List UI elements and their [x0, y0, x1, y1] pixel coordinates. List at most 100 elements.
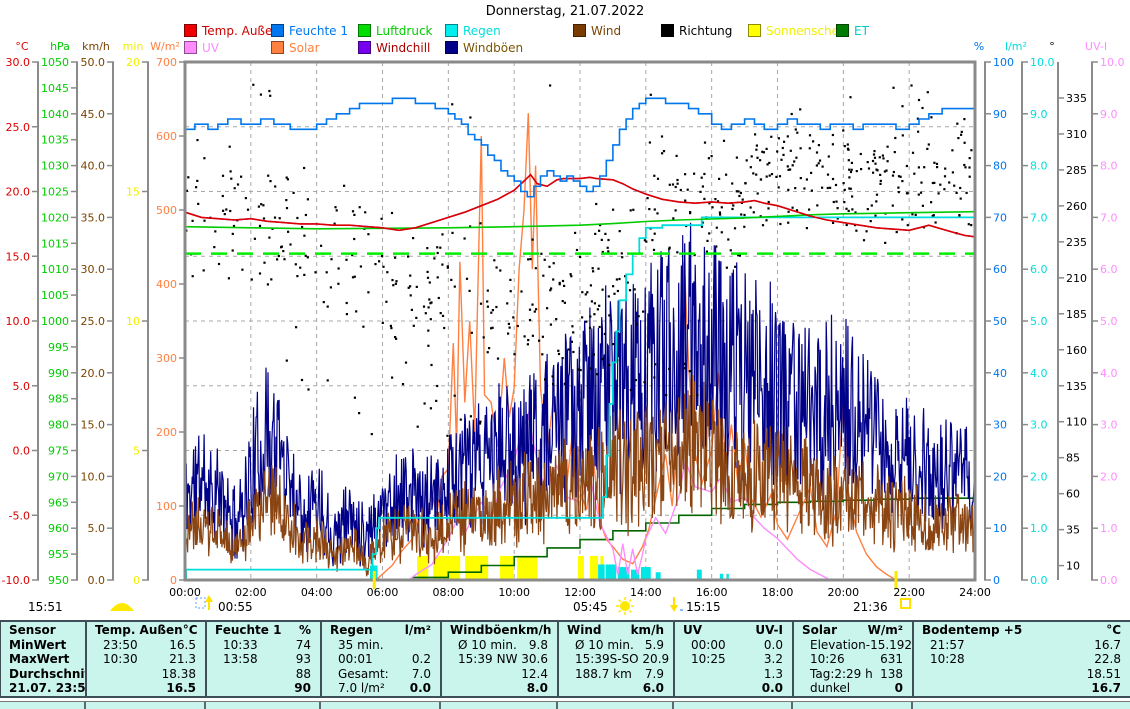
cell-value: 3.2	[763, 652, 783, 667]
column-unit: l/m²	[404, 623, 431, 637]
cell-value: 1.3	[763, 666, 783, 681]
x-tick-label: 06:00	[367, 586, 399, 599]
svg-text:5.0: 5.0	[13, 380, 31, 393]
x-tick-label: 14:00	[630, 586, 662, 599]
svg-text:1025: 1025	[41, 186, 69, 199]
svg-text:50.0: 50.0	[81, 56, 106, 69]
cell-time: 35 min.	[338, 637, 384, 652]
legend-item-solar: Solar	[271, 41, 320, 55]
svg-text:2.0: 2.0	[1030, 470, 1048, 483]
legend-item-feuchte-1: Feuchte 1	[271, 24, 348, 38]
x-tick-label: 18:00	[762, 586, 794, 599]
svg-text:235: 235	[1066, 236, 1087, 249]
cell-value: S-SO 20.9	[609, 652, 670, 667]
cell-value: 21.3	[169, 652, 196, 667]
legend-swatch-icon	[358, 24, 371, 37]
cell-time: Gesamt:	[338, 666, 389, 681]
cell-time: dunkel	[810, 681, 851, 696]
table-col-regen: Regen l/m² 35 min. 00:01 0.2 Gesamt: 7.0 7.0 l/…	[320, 622, 440, 696]
svg-text:6.0: 6.0	[1030, 263, 1048, 276]
cell-value: 18.38	[161, 666, 196, 681]
axis-temp: °C 30.0 25.0 20.0 15.0 10.0 5.0 0.0 -5.0 -10.0	[2, 40, 39, 587]
svg-text:285: 285	[1066, 164, 1087, 177]
axis-unit-press: hPa	[50, 40, 70, 53]
cell-value: 138	[880, 666, 903, 681]
axis-unit-rain: l/m²	[1005, 40, 1027, 53]
svg-text:0: 0	[170, 574, 177, 587]
cell-value: 16.5	[166, 681, 196, 696]
legend-label: Richtung	[679, 23, 733, 38]
cell-value: 88	[295, 666, 311, 681]
legend-label: Sonnenschein	[766, 23, 850, 38]
svg-text:0.0: 0.0	[13, 445, 31, 458]
svg-text:980: 980	[48, 419, 69, 432]
svg-text:45.0: 45.0	[81, 108, 106, 121]
row-label: MinWert	[9, 637, 67, 652]
svg-text:1045: 1045	[41, 82, 69, 95]
svg-text:4.0: 4.0	[1030, 367, 1048, 380]
table-col-solar: Solar W/m² Elevation -15.192 10:26 631 Tag:2:2…	[792, 622, 912, 696]
svg-text:8.0: 8.0	[1100, 160, 1118, 173]
column-unit: UV-I	[755, 623, 783, 637]
svg-text:3.0: 3.0	[1030, 419, 1048, 432]
x-tick-label: 16:00	[696, 586, 728, 599]
svg-text:4.0: 4.0	[1100, 367, 1118, 380]
svg-text:35.0: 35.0	[81, 211, 106, 224]
svg-text:200: 200	[156, 426, 177, 439]
axis-press: hPa 1050 1045 1040 1035 1030 1025 1020 1015 1010 1…	[41, 40, 78, 587]
svg-text:1050: 1050	[41, 56, 69, 69]
svg-text:1.0: 1.0	[1100, 522, 1118, 535]
x-tick-label: 08:00	[432, 586, 464, 599]
svg-text:10: 10	[1066, 560, 1080, 573]
svg-text:975: 975	[48, 445, 69, 458]
legend-swatch-icon	[836, 24, 849, 37]
cell-time: Ø 10 min.	[458, 637, 517, 652]
svg-text:0.0: 0.0	[88, 574, 106, 587]
legend-item-windb-en: Windböen	[445, 40, 524, 55]
x-axis-labels: 00:00 02:00 04:00 06:00 08:00 10:00 12:00 14:00…	[169, 586, 991, 599]
cell-time: 15:39	[575, 652, 610, 667]
table-col-uv: UV UV-I 00:00 0.0 10:25 3.2 1.3 0.0	[673, 622, 792, 696]
cell-value: 0.0	[409, 681, 431, 696]
svg-text:960: 960	[48, 522, 69, 535]
svg-text:310: 310	[1066, 128, 1087, 141]
x-tick-label: 20:00	[827, 586, 859, 599]
legend-swatch-icon	[358, 41, 371, 54]
x-tick-label: 04:00	[301, 586, 333, 599]
cell-time: Elevation	[810, 637, 866, 652]
cell-time: 10:33	[223, 637, 258, 652]
strip-divider	[84, 702, 86, 709]
svg-text:5: 5	[133, 445, 140, 458]
page-title: Donnerstag, 21.07.2022	[485, 4, 645, 19]
column-name: Regen	[330, 623, 373, 637]
weather-chart: °C 30.0 25.0 20.0 15.0 10.0 5.0 0.0 -5.0 -10.0 hPa…	[2, 40, 1125, 615]
table-col-wind: Wind km/h Ø 10 min. 5.9 15:39 S-SO 20.9 188.7 …	[557, 622, 673, 696]
svg-text:90: 90	[993, 108, 1007, 121]
cell-value: 0.2	[411, 652, 431, 667]
svg-text:1030: 1030	[41, 160, 69, 173]
svg-text:85: 85	[1066, 452, 1080, 465]
svg-text:20.0: 20.0	[6, 186, 31, 199]
column-unit: W/m²	[867, 623, 903, 637]
axis-unit-dir: °	[1049, 40, 1055, 53]
legend-item-sonnenschein: Sonnenschein	[748, 23, 850, 38]
bottom-left-annotation: 15:51	[28, 600, 63, 614]
column-unit: km/h	[630, 623, 664, 637]
svg-text:6.0: 6.0	[1100, 263, 1118, 276]
axis-solar: W/m² 700 600 500 400 300 200 100 0	[150, 40, 186, 587]
svg-text:100: 100	[993, 56, 1014, 69]
strip-divider	[672, 702, 674, 709]
legend-label: Windböen	[463, 40, 524, 55]
axis-unit-wind: km/h	[82, 40, 110, 53]
legend-label: Windchill	[376, 40, 431, 55]
cell-value: 0	[894, 681, 903, 696]
axis-annotation-00-55: 00:55	[218, 600, 253, 614]
x-tick-label: 10:00	[498, 586, 530, 599]
svg-text:5.0: 5.0	[1100, 315, 1118, 328]
cell-value: 6.0	[642, 681, 664, 696]
cell-value: 0.0	[761, 681, 783, 696]
row-label: 21.07. 23:59	[9, 681, 85, 696]
axis-unit-hum: %	[974, 40, 984, 53]
x-tick-label: 02:00	[235, 586, 267, 599]
cell-time: Ø 10 min.	[575, 637, 634, 652]
